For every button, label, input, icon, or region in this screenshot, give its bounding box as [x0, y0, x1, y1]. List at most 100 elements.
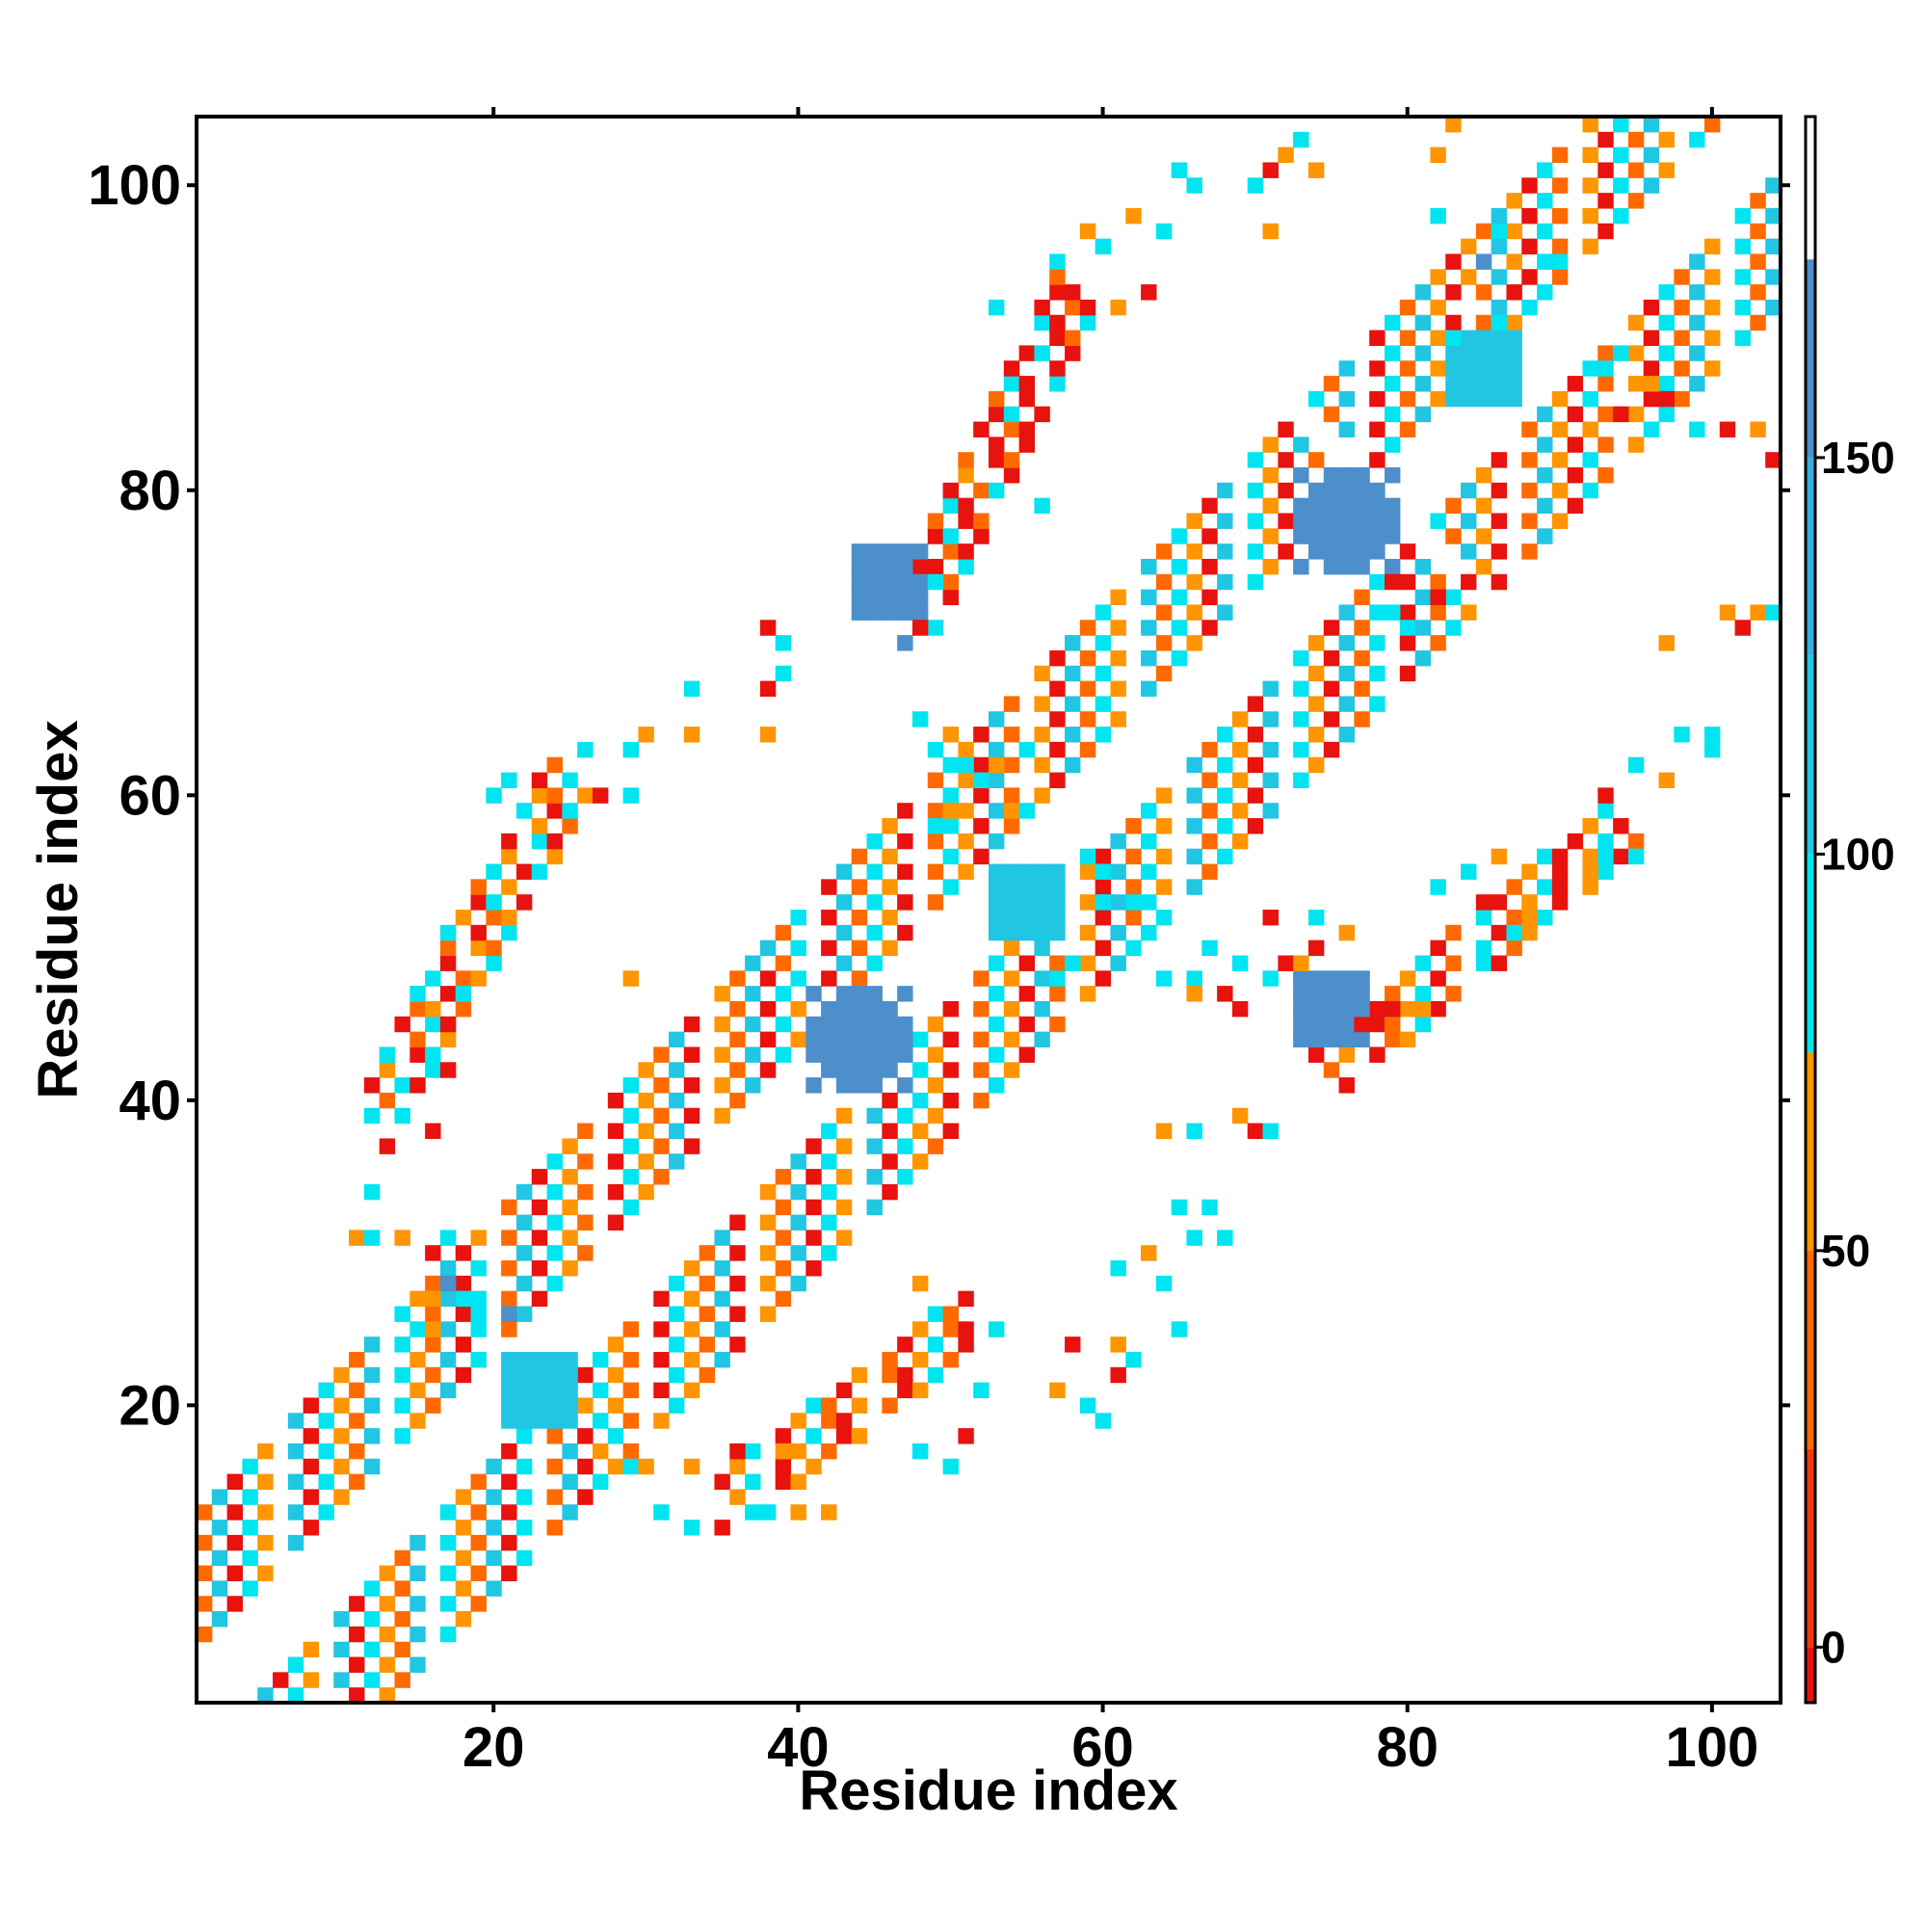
heatmap-cell: [607, 1458, 624, 1475]
heatmap-cell: [379, 1596, 396, 1612]
heatmap-cell: [1034, 665, 1050, 682]
heatmap-cell: [1475, 360, 1492, 377]
heatmap-cell: [1049, 680, 1066, 698]
heatmap-cell: [486, 787, 502, 804]
heatmap-cell: [1582, 177, 1598, 194]
heatmap-cell: [1186, 756, 1202, 774]
heatmap-cell: [989, 1321, 1005, 1337]
heatmap-cell: [531, 833, 548, 850]
heatmap-cell: [1491, 376, 1508, 392]
heatmap-cell: [531, 1260, 548, 1277]
heatmap-cell: [486, 910, 502, 926]
heatmap-cell: [1110, 680, 1126, 698]
heatmap-cell: [501, 1397, 517, 1414]
heatmap-cell: [851, 1016, 868, 1033]
heatmap-cell: [1414, 558, 1432, 575]
heatmap-cell: [1049, 924, 1066, 941]
heatmap-cell: [1262, 772, 1279, 788]
heatmap-cell: [197, 1626, 213, 1643]
heatmap-cell: [1445, 314, 1462, 331]
heatmap-cell: [409, 1351, 426, 1368]
heatmap-cell: [1018, 924, 1036, 941]
heatmap-cell: [1369, 513, 1386, 529]
heatmap-cell: [821, 1442, 837, 1460]
heatmap-cell: [607, 1214, 624, 1231]
heatmap-cell: [729, 1306, 746, 1322]
heatmap-cell: [501, 1413, 517, 1429]
heatmap-cell: [1445, 620, 1462, 636]
heatmap-cell: [759, 727, 777, 743]
heatmap-cell: [973, 970, 990, 987]
heatmap-cell: [1613, 146, 1629, 164]
heatmap-cell: [1323, 467, 1340, 484]
heatmap-cell: [759, 620, 777, 636]
heatmap-cell: [1506, 345, 1522, 361]
heatmap-cell: [501, 1306, 517, 1322]
heatmap-cell: [562, 1366, 578, 1384]
heatmap-cell: [958, 467, 974, 484]
heatmap-cell: [1018, 955, 1036, 971]
heatmap-cell: [653, 1046, 670, 1063]
heatmap-cell: [1551, 452, 1569, 468]
heatmap-cell: [989, 711, 1005, 728]
heatmap-cell: [394, 1641, 410, 1658]
heatmap-cell: [942, 1351, 959, 1368]
heatmap-cell: [1003, 787, 1020, 804]
heatmap-cell: [1506, 910, 1522, 926]
heatmap-cell: [1247, 787, 1264, 804]
x-axis-ticks: 20 40 60 80 100: [462, 107, 1758, 1779]
heatmap-cell: [1247, 818, 1264, 834]
heatmap-cell: [1155, 787, 1173, 804]
heatmap-cell: [546, 756, 563, 774]
heatmap-cell: [1323, 986, 1340, 1002]
heatmap-cell: [1765, 299, 1782, 316]
heatmap-cell: [805, 1230, 822, 1246]
heatmap-cell: [1658, 390, 1675, 408]
heatmap-cell: [942, 756, 959, 774]
heatmap-cell: [1430, 269, 1446, 285]
heatmap-cell: [1049, 1016, 1066, 1033]
heatmap-cell: [805, 1397, 822, 1414]
heatmap-cell: [1293, 649, 1309, 667]
heatmap-cell: [1475, 558, 1492, 575]
heatmap-cell: [501, 772, 517, 788]
heatmap-cell: [394, 1672, 410, 1688]
heatmap-cell: [729, 1245, 746, 1261]
heatmap-cell: [546, 1153, 563, 1170]
heatmap-cell: [1461, 376, 1477, 392]
heatmap-cell: [1003, 696, 1020, 712]
heatmap-cell: [866, 1000, 883, 1018]
heatmap-cell: [1385, 528, 1401, 544]
heatmap-cell: [897, 573, 913, 591]
heatmap-cell: [1338, 970, 1355, 987]
heatmap-cell: [1110, 711, 1126, 728]
heatmap-cell: [1430, 1000, 1446, 1018]
heatmap-cell: [911, 573, 929, 591]
heatmap-cell: [1125, 940, 1142, 957]
heatmap-cell: [1506, 223, 1522, 240]
heatmap-cell: [973, 727, 990, 743]
heatmap-cell: [515, 1428, 533, 1444]
heatmap-cell: [577, 1245, 594, 1261]
heatmap-cell: [1354, 1016, 1370, 1033]
heatmap-cell: [257, 1504, 274, 1521]
heatmap-cell: [759, 1245, 777, 1261]
heatmap-cell: [470, 1260, 487, 1277]
heatmap-cell: [1385, 573, 1401, 591]
heatmap-cell: [1186, 1123, 1202, 1140]
heatmap-cell: [1201, 741, 1218, 758]
heatmap-cell: [1537, 497, 1553, 515]
heatmap-cell: [989, 406, 1005, 423]
heatmap-cell: [1475, 955, 1492, 971]
heatmap-cell: [1475, 314, 1492, 331]
heatmap-cell: [486, 1489, 502, 1505]
heatmap-cell: [866, 604, 883, 621]
heatmap-cell: [1385, 467, 1401, 484]
heatmap-cell: [775, 1199, 792, 1216]
heatmap-cell: [1354, 970, 1370, 987]
heatmap-cell: [1461, 604, 1477, 621]
heatmap-cell: [1491, 848, 1508, 865]
heatmap-cell: [1049, 360, 1066, 377]
heatmap-cell: [1399, 330, 1416, 347]
heatmap-cell: [1658, 131, 1675, 148]
